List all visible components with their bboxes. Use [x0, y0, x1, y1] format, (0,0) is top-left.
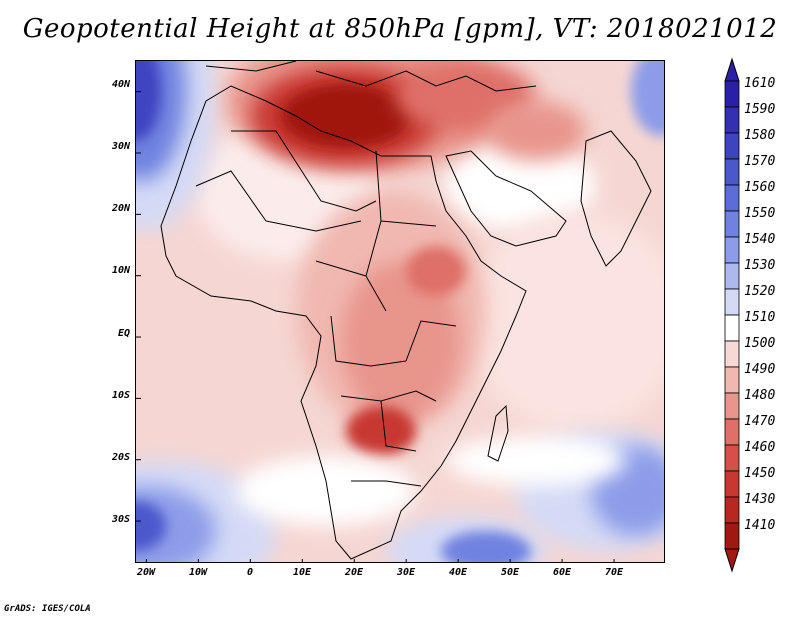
- lat-label-30n: 30N: [111, 141, 130, 152]
- legend-swatch: [724, 366, 740, 394]
- geopotential-map: [136, 61, 664, 562]
- chart-title: Geopotential Height at 850hPa [gpm], VT:…: [22, 14, 778, 44]
- legend-swatch: [724, 80, 740, 108]
- legend-label: 1510: [744, 310, 776, 325]
- lon-label-20w: 20W: [136, 567, 156, 578]
- legend-label: 1560: [744, 180, 776, 195]
- legend-swatch: [724, 340, 740, 368]
- legend-swatch: [724, 184, 740, 212]
- axis-ticks: [136, 91, 615, 562]
- madagascar-outline: [487, 404, 509, 462]
- legend-label: 1430: [744, 492, 776, 507]
- lon-label-40e: 40E: [448, 567, 468, 578]
- europe-coast: [205, 61, 537, 92]
- africa-coastline: [160, 85, 527, 560]
- map-panel: [135, 60, 665, 563]
- lon-label-70e: 70E: [604, 567, 624, 578]
- legend-label: 1500: [744, 336, 776, 351]
- lon-label-50e: 50E: [500, 567, 520, 578]
- legend-swatch: [724, 470, 740, 498]
- legend-swatch: [724, 262, 740, 290]
- lon-label-30e: 30E: [396, 567, 416, 578]
- legend-label: 1460: [744, 440, 776, 455]
- lat-label-30s: 30S: [111, 514, 130, 525]
- lon-label-20e: 20E: [344, 567, 364, 578]
- lat-label-40n: 40N: [111, 79, 130, 90]
- legend-label: 1490: [744, 362, 776, 377]
- legend-label: 1410: [744, 518, 776, 533]
- legend-label: 1610: [744, 76, 776, 91]
- legend-swatch: [724, 392, 740, 420]
- lat-label-10s: 10S: [111, 390, 130, 401]
- legend-swatch: [724, 132, 740, 160]
- lat-label-20s: 20S: [111, 452, 130, 463]
- legend-swatch: [724, 522, 740, 550]
- height-field: [136, 61, 664, 562]
- lon-label-0: 0: [246, 567, 254, 578]
- lon-label-10w: 10W: [188, 567, 208, 578]
- arabia-outline: [445, 150, 567, 247]
- legend-label: 1540: [744, 232, 776, 247]
- india-outline: [580, 130, 652, 267]
- software-credit: GrADS: IGES/COLA: [4, 604, 91, 614]
- legend-label: 1520: [744, 284, 776, 299]
- legend-swatch: [724, 236, 740, 264]
- legend-swatch: [724, 106, 740, 134]
- lat-label-10n: 10N: [111, 265, 130, 276]
- legend-label: 1450: [744, 466, 776, 481]
- lat-label-eq: EQ: [117, 328, 130, 339]
- legend-swatch: [724, 288, 740, 316]
- legend-swatch: [724, 496, 740, 524]
- legend-swatch: [724, 418, 740, 446]
- legend-label: 1580: [744, 128, 776, 143]
- legend-label: 1530: [744, 258, 776, 273]
- lon-label-10e: 10E: [292, 567, 312, 578]
- legend-arrow-top: [724, 57, 740, 82]
- legend-arrow-bottom: [724, 548, 740, 573]
- legend-label: 1570: [744, 154, 776, 169]
- legend-label: 1550: [744, 206, 776, 221]
- legend-swatch: [724, 314, 740, 342]
- legend-label: 1470: [744, 414, 776, 429]
- lat-label-20n: 20N: [111, 203, 130, 214]
- legend-label: 1480: [744, 388, 776, 403]
- country-outlines: [160, 61, 652, 560]
- legend-swatch: [724, 158, 740, 186]
- legend-label: 1590: [744, 102, 776, 117]
- legend-swatch: [724, 210, 740, 238]
- lon-label-60e: 60E: [552, 567, 572, 578]
- border-lines: [195, 130, 457, 487]
- color-legend: [724, 57, 740, 573]
- legend-swatch: [724, 444, 740, 472]
